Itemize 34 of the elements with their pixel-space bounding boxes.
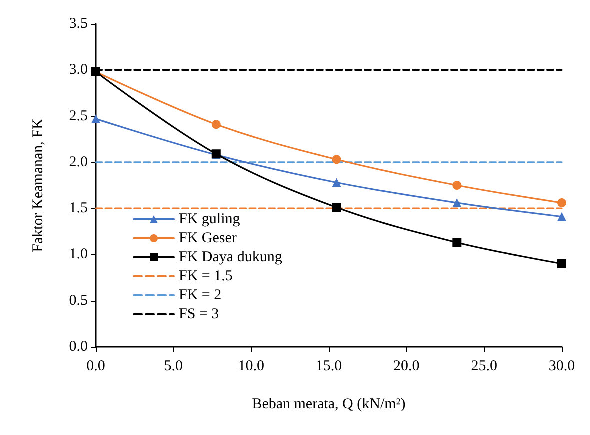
point — [452, 181, 462, 190]
x-tick-label: 5.0 — [164, 358, 184, 374]
point — [558, 198, 566, 208]
point — [212, 120, 221, 130]
legend-label: FS = 3 — [179, 306, 220, 322]
x-tick-label: 30.0 — [548, 358, 576, 374]
x-axis-title: Beban merata, Q (kN/m²) — [252, 396, 406, 412]
x-tick-label: 0.0 — [86, 358, 106, 374]
x-tick-label: 10.0 — [238, 358, 264, 374]
point — [92, 114, 100, 124]
y-tick-label: 1.5 — [69, 200, 88, 217]
y-tick-label: 3.0 — [69, 62, 88, 78]
y-tick-label: 0.5 — [69, 292, 88, 309]
point — [332, 203, 342, 212]
y-tick-label: 0.0 — [69, 339, 88, 355]
y-tick-label: 2.0 — [69, 154, 88, 170]
x-tick-label: 25.0 — [471, 358, 498, 374]
legend-label: FK = 2 — [179, 288, 222, 304]
legend-label: FK Daya dukung — [179, 250, 283, 266]
point — [558, 259, 566, 268]
y-tick-label: 1.0 — [69, 246, 88, 263]
legend-label: FK = 1.5 — [179, 268, 233, 284]
x-tick-label: 20.0 — [394, 358, 420, 374]
y-tick-label: 2.5 — [69, 108, 88, 124]
legend-label: FK Geser — [179, 230, 237, 246]
x-tick-label: 15.0 — [316, 358, 342, 374]
y-tick-label: 3.5 — [69, 16, 88, 32]
point — [332, 178, 342, 188]
point — [452, 238, 462, 248]
point — [332, 155, 342, 164]
y-axis-title: Faktor Keamanan, FK — [30, 118, 46, 252]
legend-label: FK guling — [179, 212, 241, 228]
point — [452, 198, 462, 208]
point — [558, 212, 566, 222]
